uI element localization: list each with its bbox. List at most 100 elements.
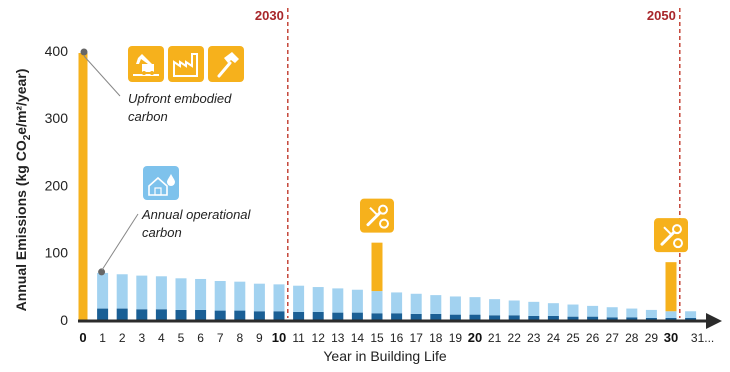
year-marker-lines: 2030 2050 <box>255 8 681 318</box>
bars-layer <box>78 48 697 320</box>
annotation-operational: Annual operational carbon <box>101 207 252 271</box>
bar-operational-light <box>273 284 285 312</box>
bar-operational-dark <box>587 316 599 320</box>
bar-operational-dark <box>234 310 246 320</box>
x-tick-label: 19 <box>449 331 463 345</box>
bar-operational-light <box>155 276 167 310</box>
bar-operational-light <box>175 278 187 310</box>
bar-embodied-upfront <box>665 262 677 312</box>
annotation-operational-line1: Annual operational <box>141 207 252 222</box>
bar-operational-light <box>449 296 461 315</box>
x-tick-label: 30 <box>664 330 678 345</box>
x-tick-label: 4 <box>158 331 165 345</box>
annotation-point <box>98 268 106 276</box>
bar-operational-light <box>508 300 520 316</box>
y-tick-label: 300 <box>45 110 69 126</box>
bar-operational-dark <box>567 316 579 320</box>
x-tick-label: 23 <box>527 331 541 345</box>
bar-operational-dark <box>175 309 187 320</box>
bar-operational-dark <box>351 312 363 320</box>
annotation-operational-line2: carbon <box>142 225 182 240</box>
home-energy-water-icon <box>143 166 179 200</box>
bar-operational-light <box>253 283 265 312</box>
x-tick-label: 24 <box>547 331 561 345</box>
x-tick-label: 28 <box>625 331 639 345</box>
bar-operational-light <box>195 278 207 310</box>
x-tick-label: 0 <box>79 330 86 345</box>
year-marker-label: 2050 <box>647 8 676 23</box>
annotation-point <box>80 48 88 56</box>
bar-operational-dark <box>547 315 559 320</box>
bar-operational-dark <box>253 311 265 320</box>
bar-operational-light <box>547 303 559 316</box>
bar-operational-dark <box>155 309 167 320</box>
x-tick-label: 29 <box>645 331 659 345</box>
repair-tools-icon-year-15 <box>360 198 394 233</box>
bar-operational-dark <box>116 308 128 320</box>
y-axis-title-rest: e/m²/year) <box>13 69 29 135</box>
x-tick-label: 21 <box>488 331 502 345</box>
x-tick-label: 16 <box>390 331 404 345</box>
bar-operational-light <box>626 308 638 318</box>
bar-operational-light <box>469 297 481 315</box>
bar-operational-dark <box>293 311 305 320</box>
x-tick-label: 25 <box>566 331 580 345</box>
bar-operational-light <box>528 301 540 316</box>
x-axis-arrow-icon <box>706 313 722 329</box>
x-tick-label: 8 <box>236 331 243 345</box>
bar-operational-light <box>489 299 501 316</box>
x-tick-label: 26 <box>586 331 600 345</box>
bar-operational-light <box>234 281 246 311</box>
x-tick-label: 20 <box>468 330 482 345</box>
y-tick-label: 0 <box>60 312 68 328</box>
y-axis-title-sub: 2 <box>22 134 33 140</box>
bar-operational-dark <box>273 311 285 320</box>
y-axis-title-main: Annual Emissions (kg CO <box>13 140 29 311</box>
x-tick-label: 5 <box>178 331 185 345</box>
bar-operational-dark <box>312 311 324 320</box>
x-tick-label: 10 <box>272 330 286 345</box>
bar-operational-dark <box>449 314 461 320</box>
x-tick-label: 14 <box>351 331 365 345</box>
bar-embodied-upfront <box>371 242 383 292</box>
y-tick-labels: 0 100 200 300 400 <box>45 43 69 328</box>
bar-operational-light <box>685 311 697 318</box>
bar-operational-light <box>567 304 579 317</box>
x-tick-label: 13 <box>331 331 345 345</box>
bar-operational-light <box>312 287 324 312</box>
bar-operational-light <box>371 291 383 314</box>
x-tick-label: 1 <box>99 331 106 345</box>
bar-operational-dark <box>97 308 109 320</box>
bar-operational-dark <box>685 317 697 320</box>
bar-operational-light <box>293 285 305 312</box>
bar-operational-dark <box>489 315 501 320</box>
bar-operational-dark <box>136 309 148 320</box>
x-tick-label: 22 <box>508 331 522 345</box>
axis-layer <box>78 313 722 329</box>
bar-operational-light <box>332 288 344 313</box>
bar-operational-dark <box>410 313 422 320</box>
bar-operational-light <box>351 289 363 313</box>
bar-operational-light <box>606 307 618 318</box>
bar-operational-dark <box>195 309 207 320</box>
x-tick-label: 18 <box>429 331 443 345</box>
x-tick-label: 6 <box>197 331 204 345</box>
bar-operational-light <box>645 309 657 318</box>
bar-operational-light <box>665 311 677 318</box>
x-axis-title: Year in Building Life <box>323 348 446 364</box>
annotation-upfront-leader <box>83 55 121 97</box>
annotation-upfront: Upfront embodied carbon <box>83 55 232 124</box>
bar-operational-dark <box>469 314 481 320</box>
bar-operational-light <box>116 274 128 309</box>
bar-operational-dark <box>430 313 442 320</box>
y-tick-label: 200 <box>45 177 69 193</box>
annotation-operational-leader <box>101 213 139 271</box>
x-tick-label: 27 <box>606 331 620 345</box>
y-tick-label: 100 <box>45 245 69 261</box>
bar-operational-light <box>214 280 226 311</box>
bar-operational-dark <box>508 315 520 320</box>
x-tick-label: 2 <box>119 331 126 345</box>
annotation-upfront-line1: Upfront embodied <box>128 91 232 106</box>
annotation-upfront-line2: carbon <box>128 109 168 124</box>
bar-operational-dark <box>606 317 618 320</box>
